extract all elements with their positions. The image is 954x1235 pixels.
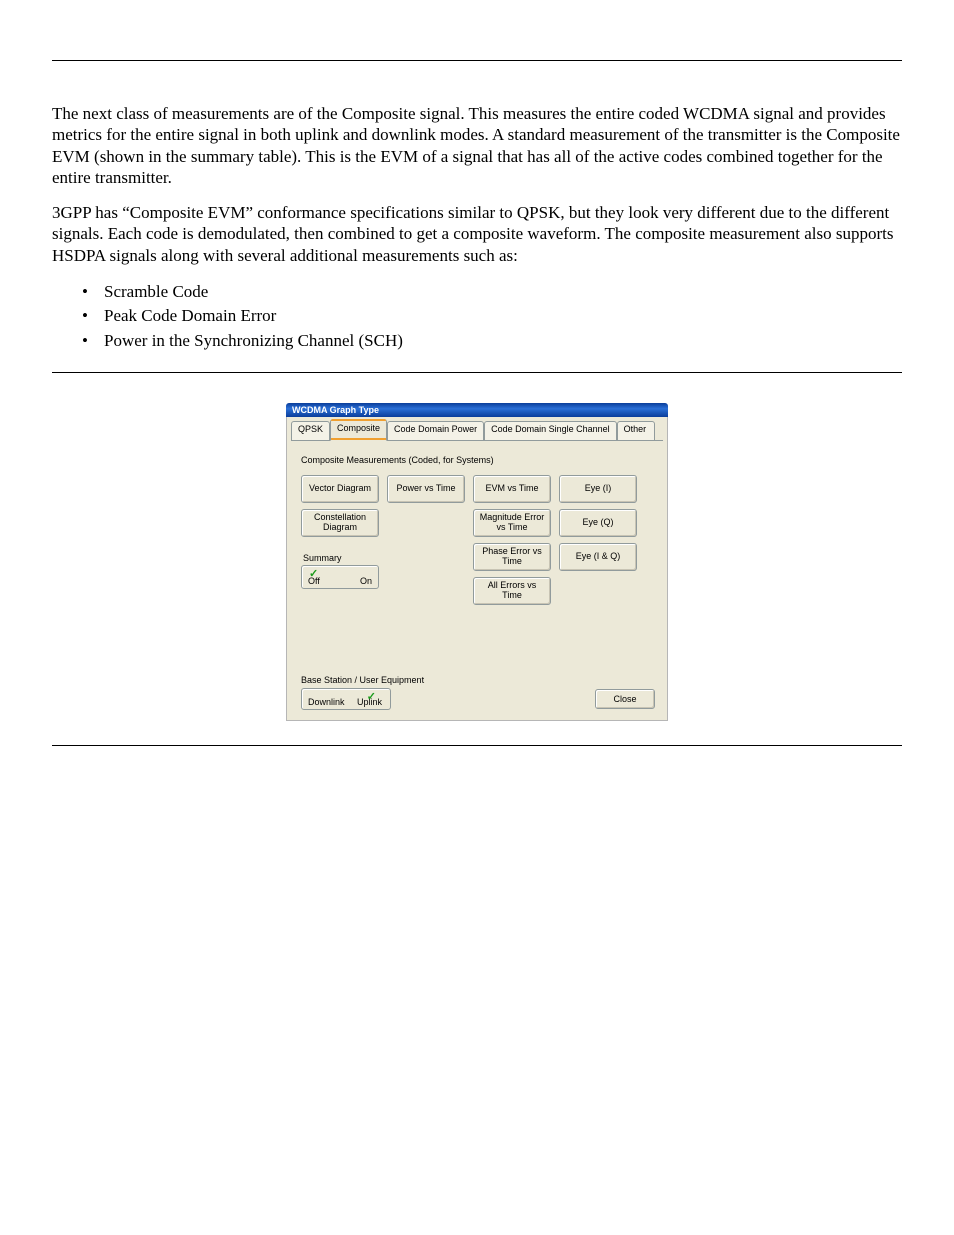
dialog-title: WCDMA Graph Type bbox=[286, 403, 668, 417]
figure-wrap: WCDMA Graph Type QPSK Composite Code Dom… bbox=[52, 403, 902, 721]
tab-label: Code Domain Power bbox=[394, 425, 477, 434]
tab-code-domain-single-channel[interactable]: Code Domain Single Channel bbox=[484, 421, 617, 441]
tab-strip: QPSK Composite Code Domain Power Code Do… bbox=[287, 417, 667, 441]
active-tab-highlight bbox=[331, 419, 386, 421]
paragraph-2: 3GPP has “Composite EVM” conformance spe… bbox=[52, 202, 902, 266]
tab-label: Code Domain Single Channel bbox=[491, 425, 610, 434]
dialog-body: QPSK Composite Code Domain Power Code Do… bbox=[286, 417, 668, 721]
tab-qpsk[interactable]: QPSK bbox=[291, 421, 330, 441]
tab-other[interactable]: Other bbox=[617, 421, 655, 441]
bottom-spacer bbox=[52, 746, 902, 1166]
summary-label: Summary bbox=[303, 553, 379, 563]
document-page: The next class of measurements are of th… bbox=[0, 0, 954, 1235]
summary-toggle[interactable]: ✓ Off On bbox=[301, 565, 379, 589]
dialog-footer: Base Station / User Equipment Downlink U… bbox=[287, 669, 667, 712]
btn-all-errors-vs-time[interactable]: All Errors vs Time bbox=[473, 577, 551, 605]
link-downlink: Downlink bbox=[308, 697, 345, 707]
close-button[interactable]: Close bbox=[595, 689, 655, 709]
btn-magnitude-error-vs-time[interactable]: Magnitude Error vs Time bbox=[473, 509, 551, 537]
footer-row: Downlink Uplink ✓ Close bbox=[301, 688, 655, 710]
btn-phase-error-vs-time[interactable]: Phase Error vs Time bbox=[473, 543, 551, 571]
summary-on: On bbox=[360, 576, 372, 586]
btn-eye-i[interactable]: Eye (I) bbox=[559, 475, 637, 503]
btn-constellation-diagram[interactable]: Constellation Diagram bbox=[301, 509, 379, 537]
bullet-item: Power in the Synchronizing Channel (SCH) bbox=[52, 329, 902, 354]
wcdma-dialog: WCDMA Graph Type QPSK Composite Code Dom… bbox=[286, 403, 668, 721]
tab-content: Composite Measurements (Coded, for Syste… bbox=[287, 441, 667, 669]
tab-label: Composite bbox=[337, 424, 380, 433]
btn-vector-diagram[interactable]: Vector Diagram bbox=[301, 475, 379, 503]
summary-block: Summary ✓ Off On bbox=[301, 545, 379, 589]
section-label: Composite Measurements (Coded, for Syste… bbox=[301, 455, 657, 465]
tab-code-domain-power[interactable]: Code Domain Power bbox=[387, 421, 484, 441]
btn-evm-vs-time[interactable]: EVM vs Time bbox=[473, 475, 551, 503]
paragraph-1: The next class of measurements are of th… bbox=[52, 103, 902, 188]
link-toggle[interactable]: Downlink Uplink ✓ bbox=[301, 688, 391, 710]
btn-eye-q[interactable]: Eye (Q) bbox=[559, 509, 637, 537]
bullet-list: Scramble Code Peak Code Domain Error Pow… bbox=[52, 280, 902, 354]
btn-eye-iq[interactable]: Eye (I & Q) bbox=[559, 543, 637, 571]
tab-label: Other bbox=[624, 425, 647, 434]
footer-label: Base Station / User Equipment bbox=[301, 675, 655, 685]
mid-rule bbox=[52, 372, 902, 373]
btn-power-vs-time[interactable]: Power vs Time bbox=[387, 475, 465, 503]
bullet-item: Peak Code Domain Error bbox=[52, 304, 902, 329]
tab-label: QPSK bbox=[298, 425, 323, 434]
check-icon: ✓ bbox=[309, 567, 318, 580]
body-text-block: The next class of measurements are of th… bbox=[52, 103, 902, 354]
tab-composite[interactable]: Composite bbox=[330, 419, 387, 441]
check-icon: ✓ bbox=[367, 690, 376, 703]
top-rule bbox=[52, 60, 902, 61]
bullet-item: Scramble Code bbox=[52, 280, 902, 305]
